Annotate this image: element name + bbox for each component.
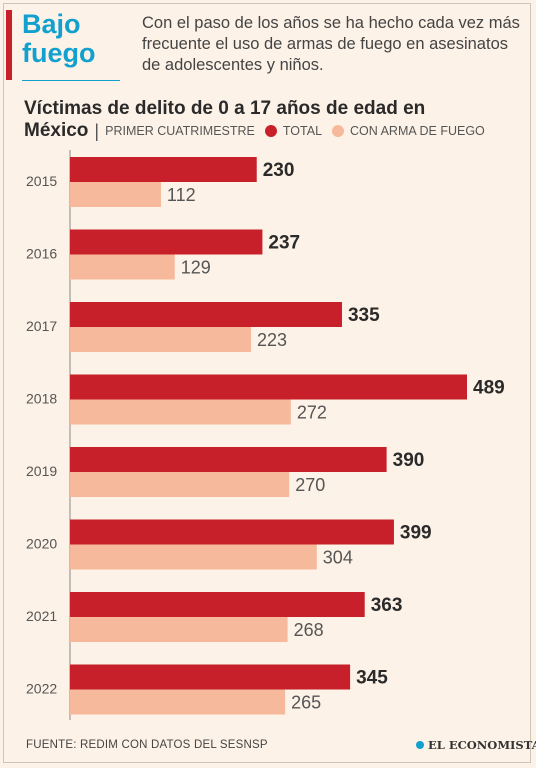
data-label-total: 399 <box>400 523 432 544</box>
year-tick-label: 2019 <box>26 463 57 479</box>
year-tick-label: 2015 <box>26 173 57 189</box>
year-tick-label: 2016 <box>26 246 57 262</box>
data-label-total: 335 <box>348 305 380 326</box>
headline-line-2: fuego <box>22 38 96 68</box>
bar-firearm <box>70 544 317 570</box>
bar-total <box>70 302 342 327</box>
data-label-firearm: 223 <box>257 330 287 350</box>
logo-text: EL ECONOMISTA <box>428 738 536 752</box>
data-label-firearm: 304 <box>323 548 353 568</box>
year-tick-label: 2020 <box>26 536 57 552</box>
bar-total <box>70 592 365 617</box>
accent-bar <box>6 10 12 80</box>
source-note: FUENTE: REDIM CON DATOS DEL SESNSP <box>26 739 268 751</box>
bar-firearm <box>70 254 175 280</box>
bar-total <box>70 664 351 690</box>
data-label-firearm: 268 <box>294 620 324 640</box>
year-tick-label: 2022 <box>26 681 57 697</box>
data-label-total: 230 <box>263 160 295 181</box>
bar-total <box>70 229 263 255</box>
legend-total-label: TOTAL <box>282 124 323 138</box>
year-tick-label: 2017 <box>26 318 57 334</box>
data-label-total: 237 <box>268 233 300 254</box>
logo-mark-icon <box>416 741 424 749</box>
year-tick-label: 2021 <box>26 608 57 624</box>
publisher-logo: EL ECONOMISTA <box>416 738 536 752</box>
bar-firearm <box>70 689 286 715</box>
legend-firearm-label: CON ARMA DE FUEGO <box>350 124 485 138</box>
year-tick-label: 2018 <box>26 391 57 407</box>
headline-rule <box>22 80 120 81</box>
bar-total <box>70 374 467 400</box>
data-label-total: 363 <box>371 595 403 616</box>
data-label-firearm: 272 <box>297 403 327 423</box>
bar-firearm <box>70 472 290 497</box>
bar-firearm <box>70 182 161 207</box>
data-label-firearm: 129 <box>181 258 211 278</box>
data-label-firearm: 112 <box>167 185 196 205</box>
chart-subtitle-legend: México | PRIMER CUATRIMESTRE TOTAL CON A… <box>24 120 485 142</box>
intro-text: Con el paso de los años se ha hecho cada… <box>142 14 520 74</box>
chart-subtitle: PRIMER CUATRIMESTRE <box>105 124 255 138</box>
chart-title-line-2: México <box>24 120 89 141</box>
headline-line-1: Bajo <box>22 9 81 39</box>
separator: | <box>94 120 100 141</box>
legend-total-swatch <box>264 125 277 137</box>
bar-total <box>70 157 257 182</box>
data-label-total: 390 <box>393 450 425 471</box>
data-label-total: 489 <box>473 378 505 399</box>
data-label-firearm: 265 <box>291 693 321 713</box>
bar-firearm <box>70 617 288 642</box>
bar-chart: 2015 230 112 2016 237 129 2017 335 223 2018 489 272… <box>26 150 505 720</box>
data-label-total: 345 <box>356 668 388 689</box>
bar-total <box>70 447 387 472</box>
headline: Bajo fuego <box>22 10 122 68</box>
chart-title: Víctimas de delito de 0 a 17 años de eda… <box>24 98 426 119</box>
legend-firearm-swatch <box>332 125 345 137</box>
data-label-firearm: 270 <box>295 475 325 495</box>
infographic-frame <box>3 3 531 763</box>
bar-total <box>70 519 394 545</box>
bar-firearm <box>70 399 291 425</box>
bar-firearm <box>70 327 252 352</box>
